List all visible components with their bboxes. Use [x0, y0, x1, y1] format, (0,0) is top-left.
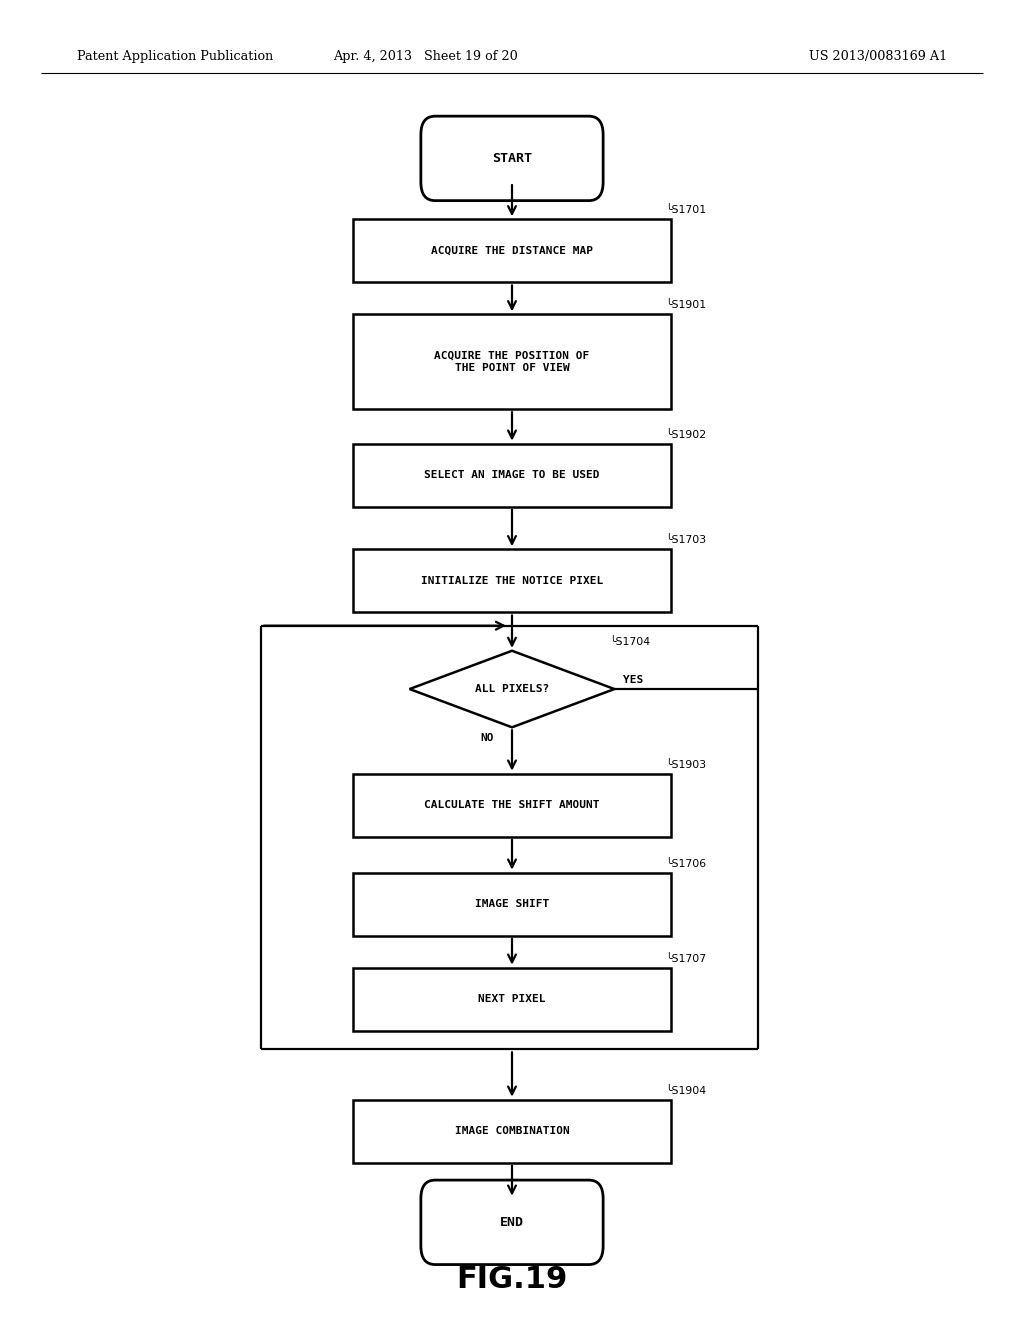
Text: ╰S1904: ╰S1904 [666, 1085, 707, 1096]
Text: NO: NO [480, 733, 494, 743]
Text: ╰S1704: ╰S1704 [609, 636, 650, 647]
Text: CALCULATE THE SHIFT AMOUNT: CALCULATE THE SHIFT AMOUNT [424, 800, 600, 810]
Text: ACQUIRE THE POSITION OF
THE POINT OF VIEW: ACQUIRE THE POSITION OF THE POINT OF VIE… [434, 350, 590, 374]
Text: ╰S1701: ╰S1701 [666, 205, 707, 215]
Bar [353, 549, 671, 612]
Text: IMAGE COMBINATION: IMAGE COMBINATION [455, 1126, 569, 1137]
Bar [353, 774, 671, 837]
Text: Patent Application Publication: Patent Application Publication [77, 50, 273, 63]
Bar [353, 1100, 671, 1163]
Text: ALL PIXELS?: ALL PIXELS? [475, 684, 549, 694]
Text: YES: YES [623, 675, 643, 685]
Text: INITIALIZE THE NOTICE PIXEL: INITIALIZE THE NOTICE PIXEL [421, 576, 603, 586]
Bar [353, 219, 671, 282]
Text: IMAGE SHIFT: IMAGE SHIFT [475, 899, 549, 909]
Text: ╰S1703: ╰S1703 [666, 535, 707, 545]
Bar [353, 968, 671, 1031]
Text: FIG.19: FIG.19 [457, 1265, 567, 1294]
Text: US 2013/0083169 A1: US 2013/0083169 A1 [809, 50, 947, 63]
Text: ╰S1901: ╰S1901 [666, 300, 707, 310]
Polygon shape [410, 651, 614, 727]
Text: ╰S1903: ╰S1903 [666, 759, 707, 770]
Text: ╰S1706: ╰S1706 [666, 858, 707, 869]
Bar [353, 444, 671, 507]
Text: SELECT AN IMAGE TO BE USED: SELECT AN IMAGE TO BE USED [424, 470, 600, 480]
Text: Apr. 4, 2013   Sheet 19 of 20: Apr. 4, 2013 Sheet 19 of 20 [333, 50, 517, 63]
Text: ╰S1707: ╰S1707 [666, 953, 707, 964]
Text: END: END [500, 1216, 524, 1229]
Bar [353, 873, 671, 936]
Text: ╰S1902: ╰S1902 [666, 429, 707, 440]
Text: START: START [492, 152, 532, 165]
Bar [353, 314, 671, 409]
Text: NEXT PIXEL: NEXT PIXEL [478, 994, 546, 1005]
Text: ACQUIRE THE DISTANCE MAP: ACQUIRE THE DISTANCE MAP [431, 246, 593, 256]
FancyBboxPatch shape [421, 1180, 603, 1265]
FancyBboxPatch shape [421, 116, 603, 201]
